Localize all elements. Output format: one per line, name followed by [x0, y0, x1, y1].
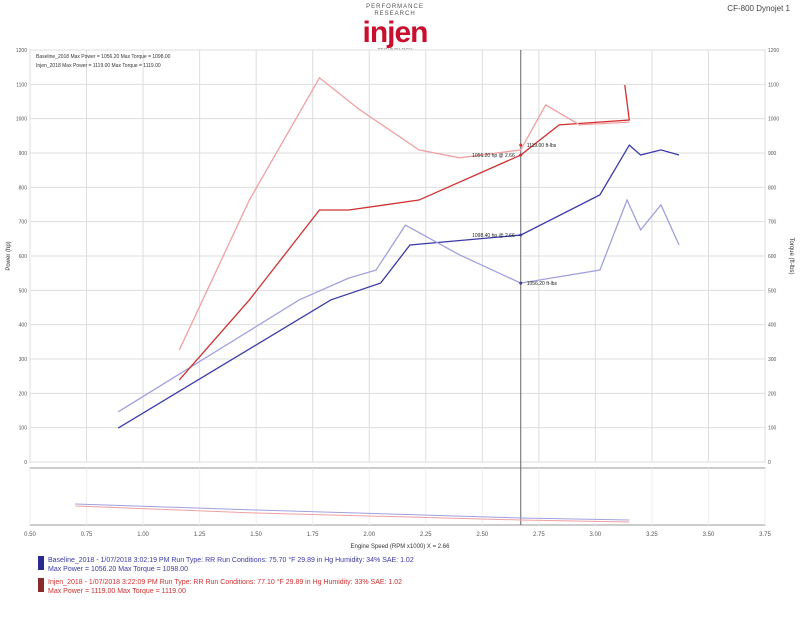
- dyno-label: CF-800 Dynojet 1: [727, 4, 790, 13]
- y-tick-label: 300: [19, 357, 28, 363]
- cursor-marker: [519, 143, 523, 147]
- x-tick-label: 0.50: [24, 532, 36, 538]
- cursor-marker: [519, 233, 523, 237]
- y2-tick-label: 0: [768, 460, 771, 466]
- y2-tick-label: 800: [768, 185, 777, 191]
- x-tick-label: 2.50: [476, 532, 488, 538]
- legend-run-info: Injen_2018 - 1/07/2018 3:22:09 PM Run Ty…: [48, 579, 403, 586]
- y2-tick-label: 200: [768, 391, 777, 397]
- sub-series-line-2: [75, 505, 630, 523]
- cursor-marker: [519, 281, 523, 285]
- x-tick-label: 3.75: [759, 532, 771, 538]
- y-tick-label: 0: [24, 460, 27, 466]
- legend-item-run-2: Injen_2018 - 1/07/2018 3:22:09 PM Run Ty…: [38, 578, 498, 596]
- logo-text: injen: [362, 16, 428, 49]
- y-tick-label: 600: [19, 254, 28, 260]
- plot-header-legend: Injen_2018 Max Power = 1119.00 Max Torqu…: [36, 63, 161, 69]
- y2-tick-label: 700: [768, 220, 777, 226]
- x-tick-label: 3.00: [590, 532, 602, 538]
- legend-swatch: [38, 578, 44, 592]
- sub-series-line-1: [75, 503, 630, 521]
- y2-tick-label: 500: [768, 288, 777, 294]
- y2-tick-label: 900: [768, 151, 777, 157]
- y-tick-label: 700: [19, 220, 28, 226]
- x-tick-label: 2.00: [363, 532, 375, 538]
- x-axis-label: Engine Speed (RPM x1000) X = 2.66: [351, 544, 451, 550]
- y2-tick-label: 1000: [768, 117, 779, 123]
- y-tick-label: 200: [19, 391, 28, 397]
- y-tick-label: 100: [19, 426, 28, 432]
- x-tick-label: 2.25: [420, 532, 432, 538]
- cursor-marker: [519, 153, 523, 157]
- y2-tick-label: 300: [768, 357, 777, 363]
- x-tick-label: 0.75: [81, 532, 93, 538]
- series-line-1: [117, 144, 680, 429]
- x-tick-label: 3.50: [703, 532, 715, 538]
- legend-swatch: [38, 556, 44, 570]
- plot-header-legend: Baseline_2018 Max Power = 1056.20 Max To…: [36, 54, 171, 60]
- y-tick-label: 1100: [16, 82, 27, 88]
- x-tick-label: 1.00: [137, 532, 149, 538]
- y-tick-label: 1000: [16, 117, 27, 123]
- x-tick-label: 2.75: [533, 532, 545, 538]
- y2-tick-label: 1100: [768, 82, 779, 88]
- legend-run-info: Baseline_2018 - 1/07/2018 3:02:19 PM Run…: [48, 557, 414, 564]
- legend-run-max: Max Power = 1119.00 Max Torque = 1119.00: [48, 588, 186, 595]
- cursor-annotation: 1098.40 hp @ 2.66: [472, 233, 515, 239]
- y-tick-label: 500: [19, 288, 28, 294]
- y-tick-label: 800: [19, 185, 28, 191]
- y2-tick-label: 100: [768, 426, 777, 432]
- legend-item-run-1: Baseline_2018 - 1/07/2018 3:02:19 PM Run…: [38, 556, 498, 574]
- logo-tag: PERFORMANCE RESEARCH: [366, 4, 424, 17]
- y2-tick-label: 400: [768, 323, 777, 329]
- y2-tick-label: 1200: [768, 48, 779, 54]
- sub-plot-area: [29, 467, 766, 526]
- run-legend: Baseline_2018 - 1/07/2018 3:02:19 PM Run…: [38, 556, 498, 600]
- y2-tick-label: 600: [768, 254, 777, 260]
- cursor-annotation: 1056.20 hp @ 2.66: [472, 153, 515, 159]
- series-line-3: [178, 84, 631, 381]
- cursor-annotation: 1056.20 ft-lbs: [527, 281, 558, 287]
- legend-run-max: Max Power = 1056.20 Max Torque = 1098.00: [48, 566, 188, 573]
- cursor-annotation: 1119.00 ft-lbs: [527, 143, 557, 149]
- x-tick-label: 1.25: [194, 532, 206, 538]
- series-line-2: [117, 198, 680, 413]
- x-tick-label: 1.75: [307, 532, 319, 538]
- x-tick-label: 3.25: [646, 532, 658, 538]
- y-tick-label: 900: [19, 151, 28, 157]
- x-tick-label: 1.50: [250, 532, 262, 538]
- y-tick-label: 400: [19, 323, 28, 329]
- series-line-4: [178, 76, 630, 351]
- y-axis-label: Power (hp): [6, 241, 12, 270]
- y-tick-label: 1200: [16, 48, 27, 54]
- y2-axis-label: Torque (ft-lbs): [788, 237, 794, 274]
